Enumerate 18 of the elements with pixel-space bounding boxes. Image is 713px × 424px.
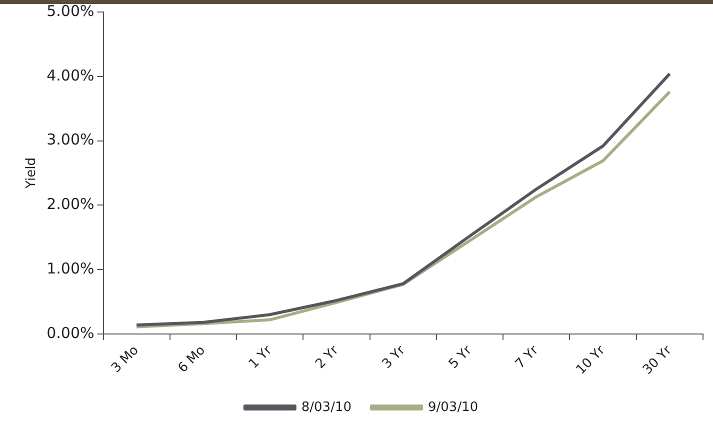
- y-tick-label: 0.00%: [46, 324, 94, 342]
- y-tick-label: 5.00%: [46, 2, 94, 20]
- x-tick-label: 5 Yr: [446, 342, 476, 372]
- y-tick-label: 4.00%: [46, 66, 94, 84]
- y-tick-label: 2.00%: [46, 195, 94, 214]
- x-tick-label: 7 Yr: [512, 342, 542, 372]
- y-axis-title: Yield: [24, 158, 40, 190]
- x-tick-label: 10 Yr: [574, 342, 609, 378]
- y-tick-label: 1.00%: [46, 259, 94, 278]
- y-tick-label: 3.00%: [46, 130, 94, 149]
- x-tick-label: 3 Mo: [108, 343, 142, 376]
- legend-label: 9/03/10: [428, 400, 478, 415]
- x-tick-label: 30 Yr: [640, 342, 676, 378]
- x-tick-label: 1 Yr: [246, 342, 276, 372]
- x-tick-label: 2 Yr: [312, 342, 342, 372]
- x-tick-label: 3 Yr: [380, 342, 409, 372]
- x-tick-label: 6 Mo: [175, 343, 208, 376]
- legend-label: 8/03/10: [301, 400, 352, 415]
